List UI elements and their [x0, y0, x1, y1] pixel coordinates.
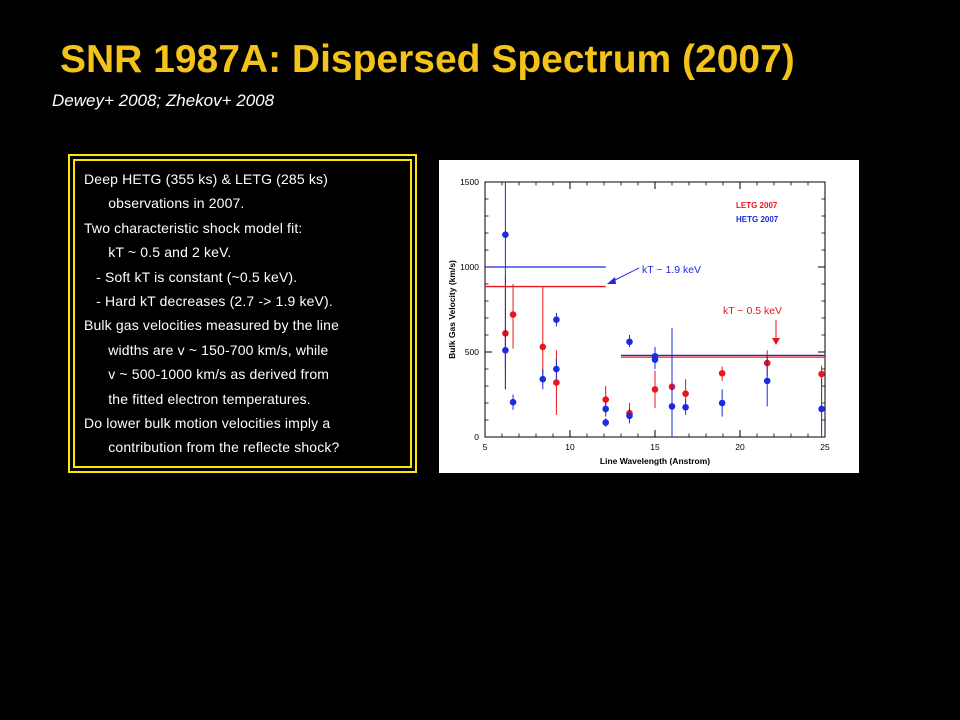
bullet-line: Two characteristic shock model fit:: [84, 219, 303, 236]
y-tick-label: 500: [465, 347, 479, 357]
annotation-soft-kt: kT ~ 0.5 keV: [723, 305, 782, 317]
x-tick-label: 10: [565, 442, 575, 452]
velocity-chart: 5 10 15 20 25 0 500 1000 1500 Line Wavelength (An…: [439, 160, 859, 473]
data-point: [651, 356, 659, 363]
data-point: [539, 375, 547, 383]
data-point: [509, 311, 517, 318]
annotation-hard-kt: kT ~ 1.9 keV: [642, 264, 701, 276]
data-point: [502, 231, 509, 238]
bullet-line: contribution from the reflecte shock?: [84, 439, 340, 456]
bullet-line: widths are v ~ 150-700 km/s, while: [84, 341, 329, 358]
y-tick-label: 1000: [460, 262, 479, 272]
data-point: [718, 399, 726, 407]
data-point: [651, 386, 659, 393]
bullet-line: v ~ 500-1000 km/s as derived from: [84, 366, 330, 383]
annotation-arrow: [610, 267, 640, 283]
bullet-line: Deep HETG (355 ks) & LETG (285 ks): [84, 171, 328, 187]
chart-canvas: 5 10 15 20 25 0 500 1000 1500 Line Wavelength (An…: [447, 177, 830, 466]
data-point: [509, 398, 517, 406]
x-tick-label: 20: [735, 442, 745, 452]
bullet-line: Do lower bulk motion velocities imply a: [84, 415, 331, 432]
y-tick-label: 0: [474, 432, 479, 442]
data-point: [626, 412, 633, 420]
data-point: [553, 316, 560, 323]
data-point: [626, 338, 633, 346]
data-point: [818, 370, 825, 378]
data-point: [602, 405, 609, 413]
bullet-text-box: Deep HETG (355 ks) & LETG (285 ks) obser…: [68, 154, 417, 473]
legend-entry: HETG 2007: [736, 215, 779, 224]
data-point: [539, 343, 547, 351]
slide-title: SNR 1987A: Dispersed Spectrum (2007): [60, 38, 795, 81]
data-point: [602, 419, 609, 426]
y-tick-label: 1500: [460, 177, 479, 187]
bullet-line: - Hard kT decreases (2.7 -> 1.9 keV).: [84, 293, 333, 310]
data-point: [668, 403, 676, 410]
data-point: [763, 377, 771, 385]
x-tick-label: 25: [820, 442, 830, 452]
data-point: [682, 390, 689, 397]
x-tick-label: 15: [650, 442, 660, 452]
x-tick-label: 5: [483, 442, 488, 452]
y-axis-label: Bulk Gas Velocity (km/s): [447, 260, 457, 359]
data-point: [818, 405, 825, 413]
data-point: [502, 347, 509, 354]
slide-subtitle: Dewey+ 2008; Zhekov+ 2008: [52, 91, 275, 110]
data-point: [602, 396, 609, 403]
annotation-arrowhead: [772, 338, 780, 345]
bullet-line: observations in 2007.: [84, 195, 245, 212]
bullet-line: - Soft kT is constant (~0.5 keV).: [84, 268, 298, 285]
x-axis-label: Line Wavelength (Anstrom): [600, 456, 710, 466]
data-point: [553, 365, 560, 373]
data-point: [718, 369, 726, 377]
legend-entry: LETG 2007: [736, 201, 778, 210]
bullet-line: Bulk gas velocities measured by the line: [84, 317, 340, 334]
bullet-line: kT ~ 0.5 and 2 keV.: [84, 244, 232, 261]
data-point: [682, 403, 689, 411]
annotation-arrowhead: [607, 277, 616, 284]
bullet-line: the fitted electron temperatures.: [84, 390, 311, 407]
data-point: [553, 379, 560, 386]
